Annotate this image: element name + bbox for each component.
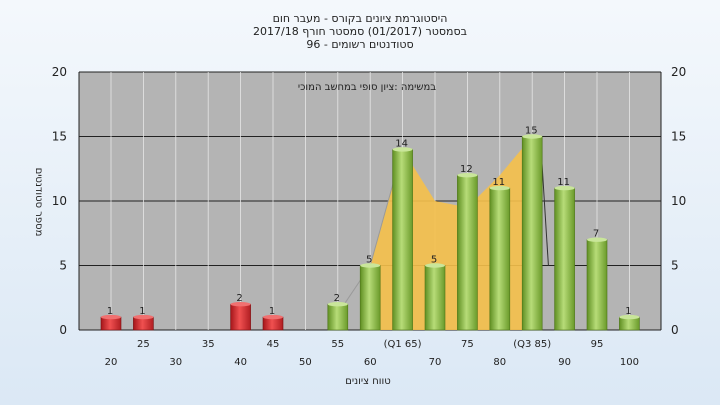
y-tick-right-4: 20 <box>671 65 686 79</box>
bar-top-75 <box>457 173 478 178</box>
data-label-90: 11 <box>557 177 570 188</box>
bar-40 <box>230 303 251 331</box>
bar-top-80 <box>489 185 510 191</box>
bar-layer <box>100 134 640 331</box>
bar-top-55 <box>327 302 348 307</box>
x-tick-lower-3: 50 <box>299 357 312 368</box>
x-tick-lower-6: 80 <box>493 357 506 368</box>
bar-75 <box>457 174 478 331</box>
bar-top-60 <box>360 263 381 268</box>
y-tick-left-4: 20 <box>52 65 67 79</box>
bar-top-65 <box>392 147 413 152</box>
y-axis-label: מספר סטודנטים <box>33 168 44 237</box>
data-label-20: 1 <box>107 306 113 317</box>
title-line-3: סטודנטים רשומים - 96 <box>306 38 413 51</box>
bar-top-90 <box>554 185 575 191</box>
data-label-45: 1 <box>269 306 275 317</box>
x-tick-lower-2: 40 <box>234 357 247 368</box>
data-label-70: 5 <box>431 255 437 266</box>
x-tick-lower-7: 90 <box>558 357 571 368</box>
y-tick-left-0: 0 <box>59 323 67 337</box>
data-label-60: 5 <box>366 255 372 266</box>
x-tick-lower-4: 60 <box>364 357 377 368</box>
data-label-40: 2 <box>236 293 242 304</box>
bar-70 <box>424 265 446 331</box>
title-line-1: היסטוגרמת ציונים בקורס - מעבר חום <box>273 12 448 25</box>
curve-tail-line <box>541 162 549 266</box>
data-label-25: 1 <box>139 306 145 317</box>
y-tick-left-3: 15 <box>52 130 67 144</box>
x-tick-upper-5: 75 <box>461 339 474 350</box>
x-tick-lower-0: 20 <box>105 357 118 368</box>
data-label-80: 11 <box>492 177 505 188</box>
bar-top-95 <box>587 237 607 242</box>
bar-top-40 <box>230 302 251 307</box>
y-tick-right-1: 5 <box>671 259 679 273</box>
data-label-65: 14 <box>395 138 408 149</box>
x-axis-label: טווח ציונים <box>345 376 390 387</box>
bar-top-100 <box>619 314 640 320</box>
bar-85 <box>521 136 543 331</box>
x-tick-upper-3: 55 <box>331 339 344 350</box>
bar-65 <box>392 149 413 331</box>
bar-60 <box>359 265 381 331</box>
bar-80 <box>489 187 511 331</box>
y-tick-right-0: 0 <box>671 323 679 337</box>
x-tick-upper-6: (Q3 85) <box>513 339 551 350</box>
bar-top-25 <box>133 314 154 320</box>
chart-title: היסטוגרמת ציונים בקורס - מעבר חום בסמסטר… <box>253 12 467 51</box>
bar-top-85 <box>522 134 543 139</box>
bar-90 <box>554 187 575 331</box>
data-label-95: 7 <box>593 229 599 240</box>
bar-95 <box>586 239 608 331</box>
bar-top-70 <box>425 263 445 268</box>
x-tick-lower-1: 30 <box>169 357 182 368</box>
title-line-2: בסמסטר (01/2017) סמסטר חורף 2017/18 <box>253 25 467 38</box>
y-tick-left-2: 10 <box>52 194 67 208</box>
x-tick-upper-4: (Q1 65) <box>384 339 422 350</box>
data-label-55: 2 <box>334 293 340 304</box>
x-tick-upper-0: 25 <box>137 339 150 350</box>
data-label-85: 15 <box>525 126 538 137</box>
x-tick-upper-1: 35 <box>202 339 215 350</box>
x-tick-upper-2: 45 <box>267 339 280 350</box>
data-label-100: 1 <box>625 306 631 317</box>
bar-top-45 <box>263 314 283 320</box>
x-tick-lower-5: 70 <box>429 357 442 368</box>
data-label-75: 12 <box>460 164 473 175</box>
y-tick-left-1: 5 <box>59 259 67 273</box>
x-tick-lower-8: 100 <box>620 357 639 368</box>
y-tick-right-3: 15 <box>671 130 686 144</box>
chart-annotation: במשימה :ציון סופי במחשב המוכי <box>298 82 436 93</box>
bar-55 <box>327 303 349 331</box>
y-tick-right-2: 10 <box>671 194 686 208</box>
bar-top-20 <box>101 314 121 320</box>
x-tick-upper-7: 95 <box>591 339 604 350</box>
